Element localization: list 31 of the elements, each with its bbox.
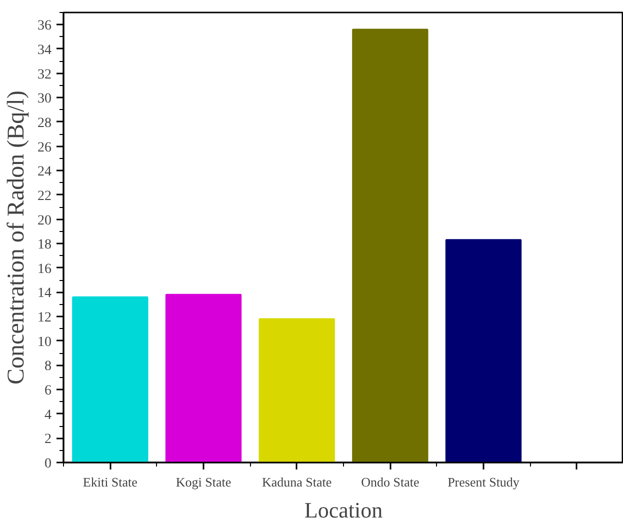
y-tick-label: 0 — [44, 456, 52, 472]
x-axis-title: Location — [304, 498, 383, 522]
x-tick-label: Ondo State — [361, 474, 420, 490]
x-tick-label: Kogi State — [176, 474, 232, 490]
y-tick-label: 34 — [38, 42, 52, 58]
y-tick-label: 30 — [38, 92, 52, 107]
y-tick-label: 28 — [38, 116, 52, 131]
y-tick-label: 22 — [38, 188, 52, 204]
y-tick-label: 8 — [44, 359, 52, 374]
x-tick-label: Kaduna State — [262, 474, 332, 490]
y-tick-label: 6 — [44, 384, 52, 399]
y-tick-label: 20 — [38, 213, 52, 228]
y-tick-label: 12 — [38, 310, 52, 326]
y-tick-label: 10 — [38, 334, 52, 350]
bar — [258, 318, 335, 462]
y-tick-label: 2 — [44, 432, 52, 448]
x-tick-label: Ekiti State — [82, 474, 138, 490]
bar — [165, 294, 242, 462]
y-tick-label: 18 — [38, 238, 52, 253]
y-tick-label: 4 — [44, 408, 52, 423]
y-axis-title: Concentration of Radon (Bq/l) — [4, 90, 30, 384]
y-tick-label: 24 — [38, 164, 52, 180]
bar — [352, 28, 428, 462]
y-tick-label: 36 — [38, 18, 52, 34]
y-tick-label: 16 — [38, 262, 52, 277]
y-tick-label: 14 — [38, 286, 52, 302]
bar — [445, 239, 522, 462]
x-tick-label: Present Study — [448, 474, 520, 490]
y-tick-label: 32 — [38, 67, 52, 82]
bar — [72, 296, 148, 462]
y-tick-label: 26 — [38, 140, 52, 156]
